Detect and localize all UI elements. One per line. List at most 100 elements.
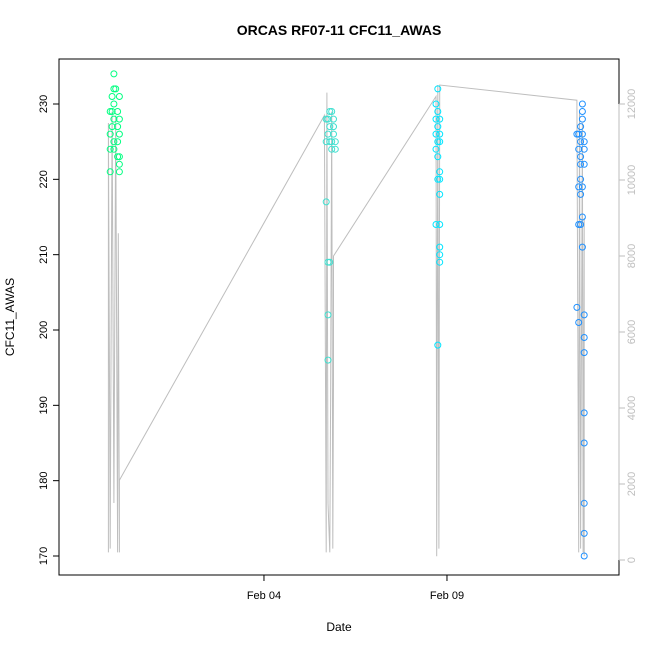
data-point: [436, 243, 444, 251]
data-point: [106, 108, 114, 115]
data-point: [577, 123, 585, 131]
y2-tick-label: 8000: [626, 244, 638, 268]
data-point: [436, 130, 444, 138]
data-point: [331, 145, 339, 153]
x-tick-label: Feb 04: [247, 590, 281, 602]
data-point: [578, 243, 586, 251]
data-point: [436, 115, 444, 123]
data-point: [436, 251, 444, 259]
data-point: [106, 168, 114, 176]
data-point: [110, 70, 118, 78]
data-point: [432, 145, 440, 153]
data-point: [434, 108, 442, 115]
y2-tick-label: 6000: [626, 320, 638, 344]
data-point: [578, 213, 586, 221]
y2-tick-label: 12000: [626, 89, 638, 120]
data-point: [108, 93, 116, 100]
data-point: [328, 138, 336, 146]
data-point: [324, 311, 332, 319]
data-point: [326, 258, 334, 266]
data-point: [115, 168, 123, 176]
y-tick-label: 190: [38, 396, 50, 414]
data-point: [326, 123, 334, 131]
data-point: [322, 198, 330, 206]
y2-tick-label: 0: [626, 557, 638, 563]
data-point: [580, 311, 588, 319]
data-point: [575, 183, 583, 191]
data-point: [578, 183, 586, 191]
data-point: [114, 138, 122, 146]
y2-tick-label: 2000: [626, 472, 638, 496]
data-point: [108, 108, 116, 115]
data-point: [573, 130, 581, 138]
data-point: [110, 138, 118, 146]
data-point: [434, 123, 442, 131]
data-point: [432, 130, 440, 138]
data-point: [577, 221, 585, 228]
data-point: [436, 221, 444, 228]
data-point: [577, 160, 585, 168]
data-point: [432, 221, 440, 228]
data-point: [575, 221, 583, 228]
data-point: [577, 153, 585, 161]
data-point: [106, 145, 114, 153]
data-point: [330, 130, 337, 138]
data-point: [115, 115, 123, 123]
data-point: [580, 499, 588, 507]
data-point: [436, 175, 444, 183]
data-point: [580, 160, 588, 168]
data-point: [106, 130, 114, 138]
data-point: [436, 190, 444, 198]
data-point: [580, 552, 588, 560]
data-point: [577, 190, 585, 198]
data-point: [115, 153, 123, 161]
plot-frame: [58, 58, 620, 576]
y-tick-label: 180: [38, 471, 50, 489]
data-point: [328, 108, 336, 115]
y2-tick-label: 10000: [626, 165, 638, 196]
data-point: [326, 138, 334, 146]
data-point: [432, 100, 440, 108]
data-point: [580, 334, 588, 341]
data-point: [580, 439, 588, 447]
data-point: [580, 409, 588, 417]
data-point: [110, 85, 118, 93]
data-point: [328, 145, 336, 153]
x-axis-label: Date: [326, 620, 352, 634]
data-point: [115, 130, 123, 138]
data-point: [580, 138, 588, 146]
data-point: [326, 108, 334, 115]
data-point: [434, 85, 442, 93]
data-point: [330, 115, 337, 123]
secondary-y-axis: 0 2000 4000 6000 8000 10000 12000: [618, 89, 638, 563]
data-point: [580, 349, 588, 357]
x-axis: Feb 04 Feb 09: [247, 575, 464, 602]
data-point: [324, 356, 332, 364]
data-point: [580, 145, 588, 153]
data-point: [322, 115, 330, 123]
data-point: [434, 138, 442, 146]
data-point: [114, 123, 122, 131]
data-point: [575, 319, 583, 326]
y2-tick-label: 4000: [626, 396, 638, 420]
y-axis-label: CFC11_AWAS: [3, 278, 17, 356]
data-point: [578, 108, 586, 115]
data-point: [436, 168, 444, 176]
data-points: [106, 70, 588, 560]
data-point: [434, 175, 442, 183]
data-point: [110, 145, 118, 153]
data-point: [110, 100, 118, 108]
y-axis: 170 180 190 200 210 220 230: [38, 95, 60, 565]
data-point: [578, 115, 586, 123]
data-point: [573, 303, 581, 311]
data-point: [577, 138, 585, 146]
data-point: [432, 115, 440, 123]
data-point: [115, 160, 123, 168]
chart-title: ORCAS RF07-11 CFC11_AWAS: [237, 22, 442, 38]
altitude-trace: [107, 84, 585, 557]
data-point: [434, 153, 442, 161]
y-tick-label: 170: [38, 547, 50, 565]
x-tick-label: Feb 09: [430, 590, 464, 602]
data-point: [115, 93, 123, 100]
